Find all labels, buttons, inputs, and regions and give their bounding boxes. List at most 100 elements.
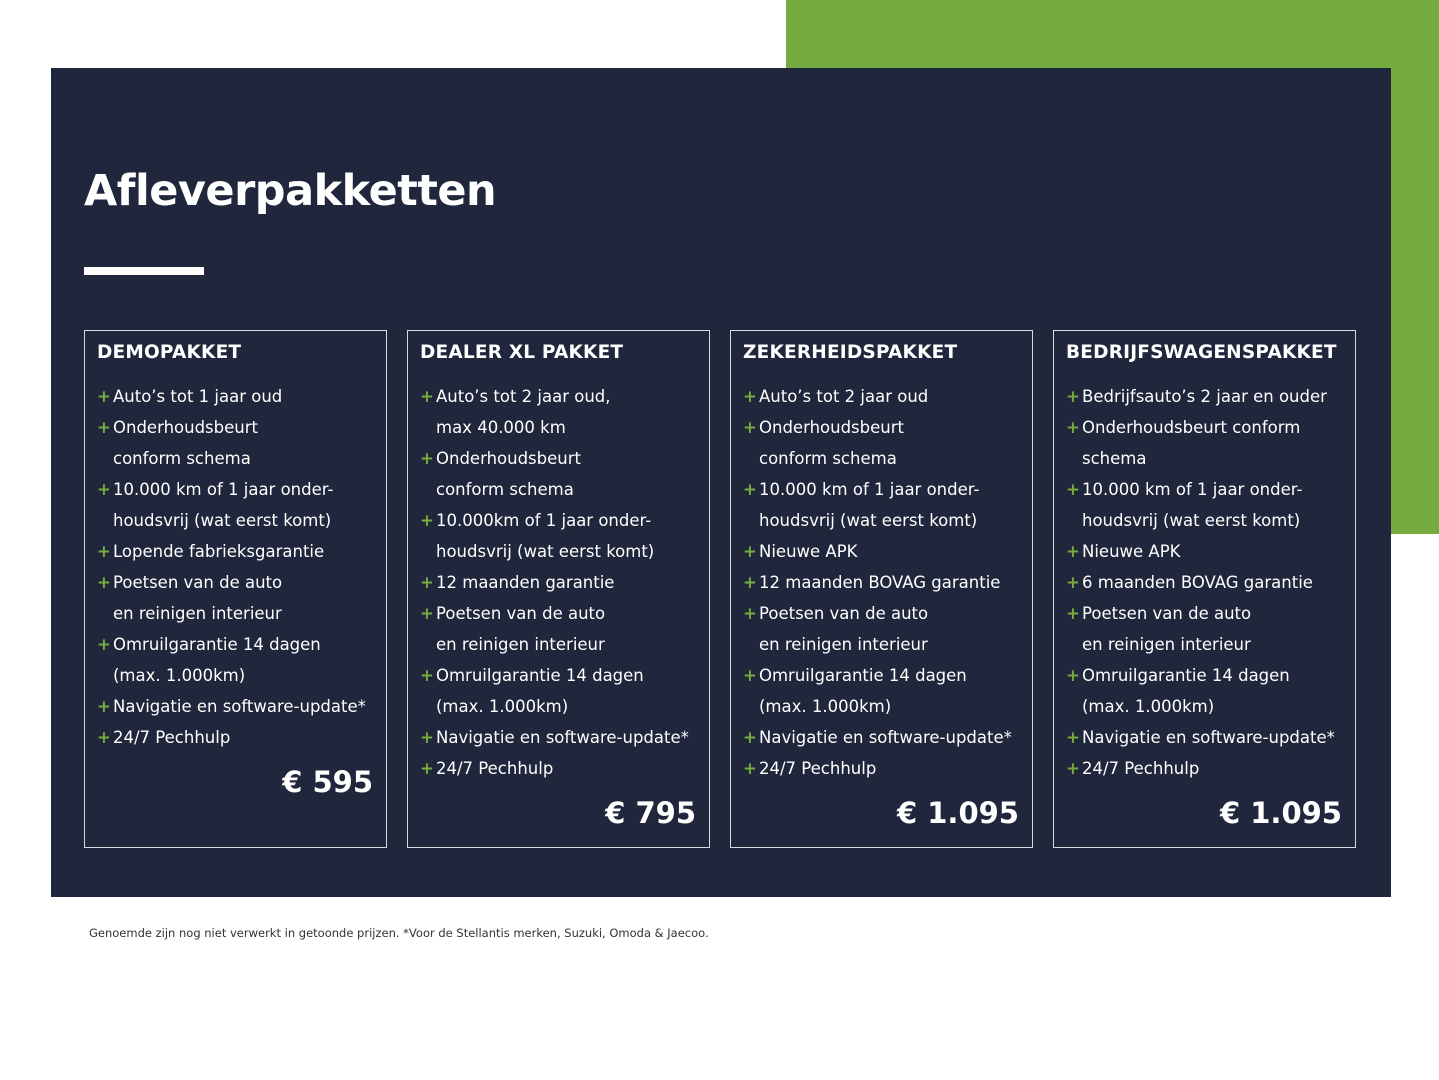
feature-text: Navigatie en software-update* bbox=[759, 728, 1012, 747]
feature-item: + Auto’s tot 2 jaar oud bbox=[743, 381, 1020, 412]
feature-list: + Auto’s tot 1 jaar oud + Onderhoudsbeurt co… bbox=[97, 381, 374, 753]
plus-icon: + bbox=[97, 728, 111, 747]
feature-item: +24/7 Pechhulp bbox=[97, 722, 374, 753]
feature-item: + Auto’s tot 1 jaar oud bbox=[97, 381, 374, 412]
feature-item: +24/7 Pechhulp bbox=[1066, 753, 1343, 784]
feature-text: Omruilgarantie 14 dagen bbox=[759, 666, 967, 685]
feature-item: + Navigatie en software-update* bbox=[1066, 722, 1343, 753]
feature-item: +10.000 km of 1 jaar onder-houdsvrij (wa… bbox=[743, 474, 1020, 536]
plus-icon: + bbox=[420, 449, 434, 468]
feature-item: + Bedrijfsauto’s 2 jaar en ouder bbox=[1066, 381, 1343, 412]
plus-icon: + bbox=[420, 573, 434, 592]
plus-icon: + bbox=[420, 759, 434, 778]
feature-text: Poetsen van de auto bbox=[113, 573, 283, 592]
plus-icon: + bbox=[1066, 387, 1080, 406]
plus-icon: + bbox=[1066, 573, 1080, 592]
package-name: BEDRIJFSWAGENSPAKKET bbox=[1066, 342, 1337, 363]
feature-text: conform schema bbox=[113, 449, 251, 468]
plus-icon: + bbox=[743, 666, 757, 685]
package-name: DEALER XL PAKKET bbox=[420, 342, 624, 363]
plus-icon: + bbox=[743, 573, 757, 592]
feature-text: Navigatie en software-update* bbox=[1082, 728, 1335, 747]
feature-text: 24/7 Pechhulp bbox=[436, 759, 554, 778]
plus-icon: + bbox=[743, 759, 757, 778]
feature-text: schema bbox=[1082, 449, 1147, 468]
feature-item: +10.000 km of 1 jaar onder-houdsvrij (wa… bbox=[97, 474, 374, 536]
feature-text: houdsvrij (wat eerst komt) bbox=[1082, 511, 1301, 530]
package-card: DEMOPAKKET + Auto’s tot 1 jaar oud + Onderho… bbox=[84, 330, 387, 848]
package-card: DEALER XL PAKKET + Auto’s tot 2 jaar oud, m… bbox=[407, 330, 710, 848]
feature-text: 12 maanden garantie bbox=[436, 573, 615, 592]
package-price: € 795 bbox=[605, 796, 696, 830]
plus-icon: + bbox=[743, 387, 757, 406]
feature-text: Omruilgarantie 14 dagen bbox=[113, 635, 321, 654]
feature-item: + Navigatie en software-update* bbox=[420, 722, 697, 753]
plus-icon: + bbox=[97, 697, 111, 716]
feature-text: 10.000 km of 1 jaar onder- bbox=[113, 480, 334, 499]
plus-icon: + bbox=[97, 542, 111, 561]
feature-text: Onderhoudsbeurt bbox=[113, 418, 258, 437]
feature-text: conform schema bbox=[759, 449, 897, 468]
feature-text: Bedrijfsauto’s 2 jaar en ouder bbox=[1082, 387, 1327, 406]
feature-item: +12 maanden BOVAG garantie bbox=[743, 567, 1020, 598]
feature-item: + Nieuwe APK bbox=[743, 536, 1020, 567]
plus-icon: + bbox=[97, 480, 111, 499]
plus-icon: + bbox=[743, 542, 757, 561]
feature-text: Onderhoudsbeurt bbox=[436, 449, 581, 468]
plus-icon: + bbox=[97, 387, 111, 406]
feature-text: 24/7 Pechhulp bbox=[759, 759, 877, 778]
feature-item: + Onderhoudsbeurt conform schema bbox=[420, 443, 697, 505]
feature-text: Auto’s tot 1 jaar oud bbox=[113, 387, 283, 406]
package-price: € 1.095 bbox=[896, 796, 1019, 830]
feature-item: + Poetsen van de auto en reinigen interieu… bbox=[420, 598, 697, 660]
feature-text: Poetsen van de auto bbox=[759, 604, 929, 623]
page-title: Afleverpakketten bbox=[84, 166, 497, 216]
feature-text: Onderhoudsbeurt bbox=[759, 418, 904, 437]
feature-text: en reinigen interieur bbox=[1082, 635, 1251, 654]
feature-text: 24/7 Pechhulp bbox=[113, 728, 231, 747]
plus-icon: + bbox=[743, 604, 757, 623]
plus-icon: + bbox=[97, 418, 111, 437]
feature-item: +10.000 km of 1 jaar onder-houdsvrij (wa… bbox=[1066, 474, 1343, 536]
plus-icon: + bbox=[97, 573, 111, 592]
feature-text: max 40.000 km bbox=[436, 418, 566, 437]
feature-item: +10.000km of 1 jaar onder-houdsvrij (wat… bbox=[420, 505, 697, 567]
feature-item: +6 maanden BOVAG garantie bbox=[1066, 567, 1343, 598]
feature-item: + Onderhoudsbeurt conform schema bbox=[743, 412, 1020, 474]
feature-text: (max. 1.000km) bbox=[113, 666, 246, 685]
feature-text: (max. 1.000km) bbox=[759, 697, 892, 716]
plus-icon: + bbox=[420, 604, 434, 623]
plus-icon: + bbox=[97, 635, 111, 654]
feature-item: + Omruilgarantie 14 dagen (max. 1.000km) bbox=[420, 660, 697, 722]
package-name: ZEKERHEIDSPAKKET bbox=[743, 342, 958, 363]
feature-text: (max. 1.000km) bbox=[1082, 697, 1215, 716]
feature-text: 10.000km of 1 jaar onder- bbox=[436, 511, 652, 530]
plus-icon: + bbox=[420, 728, 434, 747]
feature-item: + Onderhoudsbeurt conform schema bbox=[1066, 412, 1343, 474]
plus-icon: + bbox=[1066, 728, 1080, 747]
feature-text: Nieuwe APK bbox=[759, 542, 858, 561]
feature-text: Navigatie en software-update* bbox=[436, 728, 689, 747]
feature-text: Nieuwe APK bbox=[1082, 542, 1181, 561]
feature-text: Auto’s tot 2 jaar oud, bbox=[436, 387, 611, 406]
feature-item: + Omruilgarantie 14 dagen (max. 1.000km) bbox=[743, 660, 1020, 722]
plus-icon: + bbox=[1066, 480, 1080, 499]
feature-item: + Omruilgarantie 14 dagen (max. 1.000km) bbox=[97, 629, 374, 691]
feature-item: + Poetsen van de auto en reinigen interieu… bbox=[1066, 598, 1343, 660]
package-card: ZEKERHEIDSPAKKET + Auto’s tot 2 jaar oud + O… bbox=[730, 330, 1033, 848]
title-underline bbox=[84, 267, 204, 275]
feature-item: + Navigatie en software-update* bbox=[743, 722, 1020, 753]
plus-icon: + bbox=[420, 666, 434, 685]
feature-text: houdsvrij (wat eerst komt) bbox=[759, 511, 978, 530]
feature-text: conform schema bbox=[436, 480, 574, 499]
plus-icon: + bbox=[420, 511, 434, 530]
feature-item: + Nieuwe APK bbox=[1066, 536, 1343, 567]
feature-text: 6 maanden BOVAG garantie bbox=[1082, 573, 1313, 592]
plus-icon: + bbox=[1066, 542, 1080, 561]
feature-text: en reinigen interieur bbox=[436, 635, 605, 654]
footnote: Genoemde zijn nog niet verwerkt in getoo… bbox=[89, 926, 709, 940]
feature-list: + Auto’s tot 2 jaar oud + Onderhoudsbeurt co… bbox=[743, 381, 1020, 784]
feature-text: Lopende fabrieksgarantie bbox=[113, 542, 325, 561]
plus-icon: + bbox=[420, 387, 434, 406]
package-price: € 595 bbox=[282, 765, 373, 799]
